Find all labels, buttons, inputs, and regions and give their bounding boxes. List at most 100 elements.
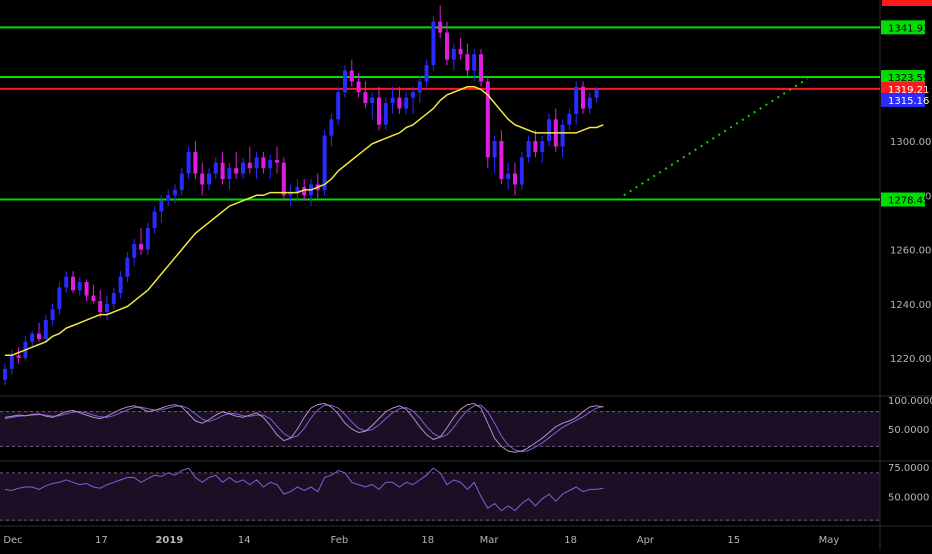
candle-body — [322, 135, 327, 190]
price-tick-label: 1220.00 — [890, 354, 931, 365]
candle-body — [118, 276, 123, 293]
candle-body — [220, 162, 225, 180]
candle-body — [139, 244, 143, 250]
candle-body — [363, 92, 368, 104]
candle-body — [166, 195, 171, 201]
rsi-tick-label: 50.0000 — [888, 492, 929, 503]
sma-tag-label: 1315.16 — [888, 96, 929, 107]
candle-body — [207, 173, 211, 185]
candle-body — [64, 276, 69, 288]
candle-body — [173, 189, 177, 196]
candle-body — [247, 162, 252, 169]
candle-body — [16, 355, 21, 359]
candle-body — [295, 187, 300, 193]
candle-body — [125, 257, 130, 277]
candle-body — [213, 162, 218, 174]
time-tick-label: Dec — [3, 535, 22, 546]
candle-body — [91, 295, 96, 302]
candle-body — [411, 92, 415, 98]
candle-body — [465, 54, 470, 71]
candle-body — [30, 333, 35, 342]
rsi-band — [0, 473, 880, 521]
candle-body — [485, 81, 490, 158]
candle-body — [567, 113, 572, 125]
candle-body — [193, 151, 198, 174]
candle-body — [261, 157, 266, 169]
candle-body — [329, 119, 334, 136]
candle-body — [424, 65, 429, 82]
candle-body — [37, 333, 41, 340]
candle-body — [356, 81, 361, 93]
candle-body — [431, 21, 436, 66]
candle-body — [43, 320, 48, 340]
price-tick-label: 1300.00 — [890, 137, 931, 148]
stoch-tick-label: 100.0000 — [888, 396, 932, 407]
price-tick-label: 1240.00 — [890, 300, 931, 311]
candle-body — [581, 86, 585, 109]
candle-body — [336, 92, 341, 120]
stoch-tick-label: 50.0000 — [888, 425, 929, 436]
candle-body — [594, 89, 599, 98]
candle-body — [145, 227, 150, 250]
candle-body — [98, 301, 103, 312]
candle-body — [254, 157, 259, 169]
time-tick-label: Feb — [331, 535, 349, 546]
level-tag — [881, 192, 925, 207]
top-red-tag — [882, 0, 932, 6]
candle-body — [499, 141, 504, 180]
candle-body — [519, 157, 524, 185]
sma-tag — [881, 92, 925, 107]
candle-body — [479, 54, 483, 82]
candle-body — [9, 355, 14, 369]
candle-body — [241, 162, 245, 174]
candle-body — [370, 97, 375, 104]
candle-body — [302, 187, 307, 196]
candle-body — [404, 97, 409, 109]
candle-body — [492, 141, 497, 158]
candle-body — [275, 160, 279, 163]
stochastic-band — [0, 411, 880, 447]
level-tag — [881, 81, 925, 96]
candle-body — [445, 32, 449, 60]
candle-body — [105, 303, 109, 312]
level-tag-label: 1319.21 — [888, 85, 929, 96]
trendline — [623, 77, 808, 197]
candle-body — [200, 173, 205, 185]
candle-body — [186, 151, 191, 174]
candle-body — [349, 70, 354, 82]
candle-body — [506, 173, 511, 180]
level-tag — [881, 20, 925, 35]
candle-body — [560, 124, 565, 147]
time-tick-label: 2019 — [155, 535, 183, 546]
candle-body — [3, 368, 7, 380]
candle-body — [458, 48, 463, 55]
candle-body — [281, 162, 286, 196]
time-tick-label: 15 — [727, 535, 740, 546]
rsi-tick-label: 75.0000 — [888, 463, 929, 474]
candle-body — [111, 292, 116, 304]
candle-body — [84, 282, 89, 296]
time-tick-label: 18 — [421, 535, 434, 546]
level-tag-label: 1323.59 — [888, 73, 929, 84]
candle-body — [587, 97, 592, 109]
level-tag-label: 1278.45 — [888, 195, 929, 206]
candle-body — [268, 160, 273, 169]
candle-body — [397, 97, 402, 109]
candle-body — [288, 192, 293, 196]
candle-body — [132, 244, 137, 258]
candle-body — [343, 70, 347, 93]
level-tag — [881, 70, 925, 85]
candle-body — [234, 168, 239, 174]
candle-body — [438, 21, 443, 33]
level-tag-label: 1341.93 — [888, 23, 929, 34]
time-tick-label: May — [819, 535, 840, 546]
sma-line — [5, 86, 604, 357]
candle-body — [77, 282, 82, 291]
candle-body — [57, 287, 62, 310]
candle-body — [574, 86, 579, 114]
candle-body — [159, 200, 164, 212]
candle-body — [71, 276, 75, 291]
candle-body — [152, 211, 157, 228]
